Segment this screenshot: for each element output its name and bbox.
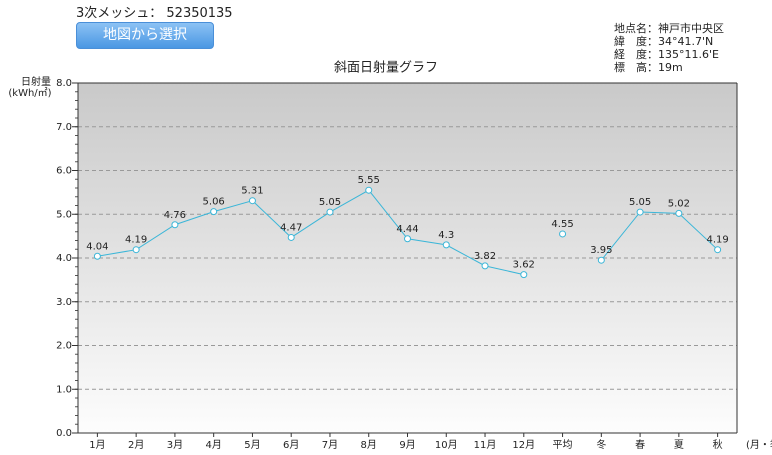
- chart-title: 斜面日射量グラフ: [334, 60, 438, 76]
- data-label: 5.05: [319, 197, 341, 208]
- x-tick-label: 10月: [435, 439, 458, 451]
- data-label: 5.02: [668, 198, 690, 209]
- data-label: 4.76: [164, 210, 186, 221]
- x-tick-label: 3月: [167, 439, 183, 451]
- point: [326, 208, 334, 216]
- point: [636, 208, 644, 216]
- data-label: 4.3: [438, 230, 454, 241]
- x-tick-label: 4月: [205, 439, 221, 451]
- y-tick-label: 5.0: [56, 209, 72, 220]
- data-label: 3.62: [513, 260, 535, 271]
- x-tick-label: 5月: [244, 439, 260, 451]
- y-tick-label: 6.0: [56, 166, 72, 177]
- data-label: 5.05: [629, 197, 651, 208]
- data-label: 4.47: [280, 222, 302, 233]
- x-tick-label: 秋: [713, 438, 723, 451]
- x-tick-label: 平均: [553, 439, 573, 451]
- point: [171, 221, 179, 229]
- x-tick-label: 春: [635, 439, 645, 451]
- data-label: 5.31: [241, 186, 263, 197]
- data-label: 5.06: [203, 197, 225, 208]
- x-tick-label: 9月: [399, 439, 415, 451]
- y-tick-label: 8.0: [56, 78, 72, 89]
- x-tick-label: 2月: [128, 439, 144, 451]
- x-tick-label: 6月: [283, 439, 299, 451]
- y-tick-label: 2.0: [56, 341, 72, 352]
- info-line: 地点名：神戸市中央区: [614, 22, 724, 35]
- data-label: 3.82: [474, 251, 496, 262]
- point: [597, 256, 605, 264]
- data-label: 4.19: [125, 235, 147, 246]
- location-info: 地点名：神戸市中央区 緯 度：34°41.7'N 経 度：135°11.6'E …: [614, 22, 724, 74]
- data-label: 4.44: [396, 224, 418, 235]
- point: [404, 235, 411, 243]
- data-label: 3.95: [590, 245, 612, 256]
- point: [248, 197, 256, 205]
- x-tick-label: 夏: [674, 439, 684, 451]
- x-tick-label: 12月: [512, 439, 535, 451]
- data-label: 4.19: [706, 235, 728, 246]
- y-tick-label: 4.0: [56, 253, 72, 264]
- x-tick-label: 8月: [361, 439, 377, 451]
- point: [675, 209, 683, 217]
- point: [481, 262, 489, 270]
- map-select-button[interactable]: 地図から選択: [76, 22, 214, 49]
- y-axis-label: 日射量: [21, 76, 51, 88]
- x-tick-label: 冬: [596, 438, 606, 451]
- y-tick-label: 3.0: [56, 297, 72, 308]
- x-tick-label: 7月: [322, 439, 338, 451]
- point: [365, 186, 373, 194]
- y-tick-label: 0.0: [56, 428, 72, 439]
- y-tick-label: 7.0: [56, 122, 72, 133]
- data-label: 5.55: [358, 175, 380, 186]
- mesh-code: 3次メッシュ： 52350135: [76, 6, 233, 21]
- info-line: 緯 度：34°41.7'N: [614, 35, 714, 48]
- data-label: 4.55: [551, 219, 573, 230]
- y-axis-unit: (kWh/㎡): [8, 87, 51, 99]
- point: [287, 233, 295, 241]
- point: [559, 230, 567, 238]
- point: [442, 241, 450, 249]
- data-label: 4.04: [86, 241, 108, 252]
- line: [600, 211, 718, 261]
- x-tick-label: 1月: [89, 439, 105, 451]
- line: [97, 189, 524, 276]
- y-tick-label: 1.0: [56, 384, 72, 395]
- point: [520, 271, 528, 279]
- info-line: 標 高：19m: [614, 61, 683, 74]
- x-axis-label: (月・季): [746, 439, 772, 451]
- point: [132, 246, 140, 254]
- point: [93, 252, 101, 260]
- info-line: 経 度：135°11.6'E: [614, 48, 719, 61]
- point: [210, 208, 218, 216]
- x-tick-label: 11月: [474, 439, 497, 451]
- point: [714, 246, 722, 254]
